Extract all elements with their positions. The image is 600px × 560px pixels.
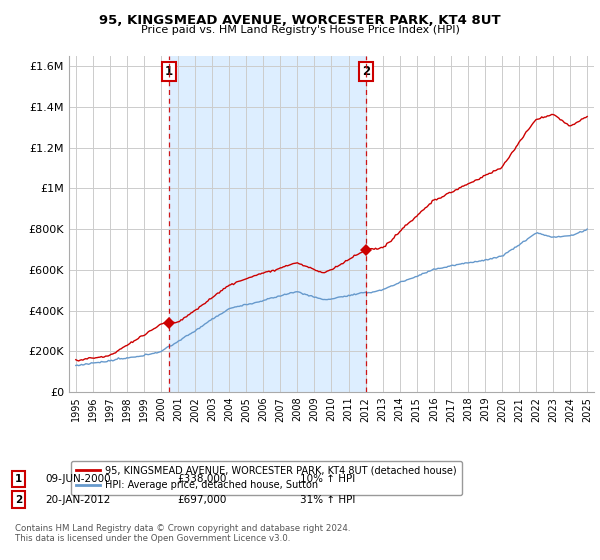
Text: 31% ↑ HPI: 31% ↑ HPI xyxy=(300,494,355,505)
Text: £338,000: £338,000 xyxy=(177,474,226,484)
Text: 10% ↑ HPI: 10% ↑ HPI xyxy=(300,474,355,484)
Text: 95, KINGSMEAD AVENUE, WORCESTER PARK, KT4 8UT: 95, KINGSMEAD AVENUE, WORCESTER PARK, KT… xyxy=(99,14,501,27)
Text: Contains HM Land Registry data © Crown copyright and database right 2024.
This d: Contains HM Land Registry data © Crown c… xyxy=(15,524,350,543)
Text: 20-JAN-2012: 20-JAN-2012 xyxy=(45,494,110,505)
Text: 2: 2 xyxy=(15,494,22,505)
Text: 1: 1 xyxy=(164,64,173,78)
Text: 2: 2 xyxy=(362,64,371,78)
Legend: 95, KINGSMEAD AVENUE, WORCESTER PARK, KT4 8UT (detached house), HPI: Average pri: 95, KINGSMEAD AVENUE, WORCESTER PARK, KT… xyxy=(71,461,462,495)
Bar xyxy=(169,56,367,392)
Text: £697,000: £697,000 xyxy=(177,494,226,505)
Text: 09-JUN-2000: 09-JUN-2000 xyxy=(45,474,110,484)
Text: Price paid vs. HM Land Registry's House Price Index (HPI): Price paid vs. HM Land Registry's House … xyxy=(140,25,460,35)
Text: 1: 1 xyxy=(15,474,22,484)
